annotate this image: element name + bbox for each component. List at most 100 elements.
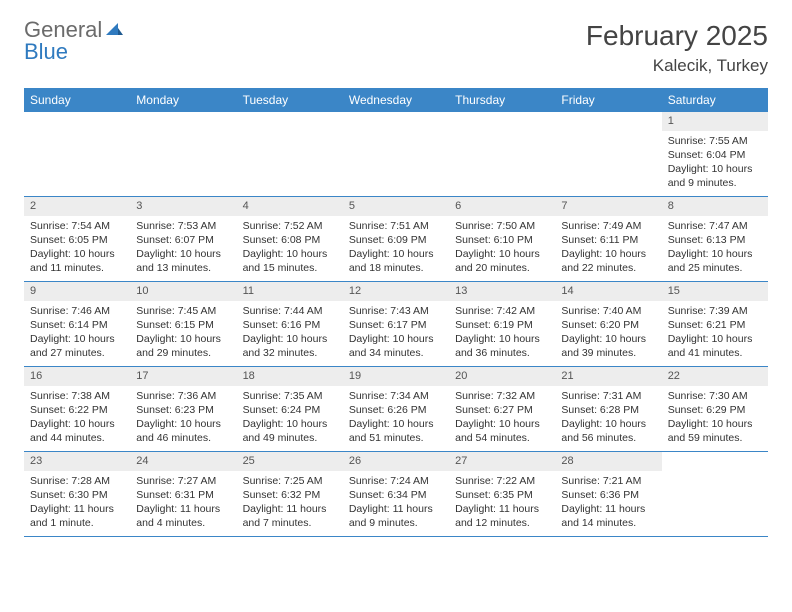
day-number: 10	[130, 282, 236, 301]
daylight-text: Daylight: 10 hours and 32 minutes.	[243, 332, 337, 360]
sunset-text: Sunset: 6:13 PM	[668, 233, 762, 247]
day-content: Sunrise: 7:51 AMSunset: 6:09 PMDaylight:…	[343, 216, 449, 281]
day-number: 1	[662, 112, 768, 131]
sunrise-text: Sunrise: 7:39 AM	[668, 304, 762, 318]
sunrise-text: Sunrise: 7:44 AM	[243, 304, 337, 318]
daylight-text: Daylight: 10 hours and 11 minutes.	[30, 247, 124, 275]
sunrise-text: Sunrise: 7:22 AM	[455, 474, 549, 488]
calendar-empty-cell	[555, 112, 661, 196]
sunset-text: Sunset: 6:29 PM	[668, 403, 762, 417]
sunrise-text: Sunrise: 7:50 AM	[455, 219, 549, 233]
sunrise-text: Sunrise: 7:45 AM	[136, 304, 230, 318]
calendar-day-cell: 16Sunrise: 7:38 AMSunset: 6:22 PMDayligh…	[24, 367, 130, 451]
sunrise-text: Sunrise: 7:49 AM	[561, 219, 655, 233]
calendar-day-cell: 26Sunrise: 7:24 AMSunset: 6:34 PMDayligh…	[343, 452, 449, 536]
day-number: 19	[343, 367, 449, 386]
day-content: Sunrise: 7:32 AMSunset: 6:27 PMDaylight:…	[449, 386, 555, 451]
weekday-header: Friday	[555, 88, 661, 112]
daylight-text: Daylight: 10 hours and 51 minutes.	[349, 417, 443, 445]
sunrise-text: Sunrise: 7:42 AM	[455, 304, 549, 318]
day-number: 14	[555, 282, 661, 301]
day-content: Sunrise: 7:28 AMSunset: 6:30 PMDaylight:…	[24, 471, 130, 536]
calendar-day-cell: 27Sunrise: 7:22 AMSunset: 6:35 PMDayligh…	[449, 452, 555, 536]
daylight-text: Daylight: 10 hours and 15 minutes.	[243, 247, 337, 275]
daylight-text: Daylight: 10 hours and 54 minutes.	[455, 417, 549, 445]
daylight-text: Daylight: 10 hours and 41 minutes.	[668, 332, 762, 360]
calendar-day-cell: 12Sunrise: 7:43 AMSunset: 6:17 PMDayligh…	[343, 282, 449, 366]
calendar-day-cell: 20Sunrise: 7:32 AMSunset: 6:27 PMDayligh…	[449, 367, 555, 451]
sunrise-text: Sunrise: 7:30 AM	[668, 389, 762, 403]
day-content: Sunrise: 7:27 AMSunset: 6:31 PMDaylight:…	[130, 471, 236, 536]
calendar-day-cell: 19Sunrise: 7:34 AMSunset: 6:26 PMDayligh…	[343, 367, 449, 451]
calendar-day-cell: 23Sunrise: 7:28 AMSunset: 6:30 PMDayligh…	[24, 452, 130, 536]
calendar-day-cell: 28Sunrise: 7:21 AMSunset: 6:36 PMDayligh…	[555, 452, 661, 536]
calendar-day-cell: 15Sunrise: 7:39 AMSunset: 6:21 PMDayligh…	[662, 282, 768, 366]
calendar-empty-cell	[662, 452, 768, 536]
day-content: Sunrise: 7:49 AMSunset: 6:11 PMDaylight:…	[555, 216, 661, 281]
month-title: February 2025	[586, 20, 768, 52]
day-number: 23	[24, 452, 130, 471]
day-number: 7	[555, 197, 661, 216]
daylight-text: Daylight: 10 hours and 59 minutes.	[668, 417, 762, 445]
sunset-text: Sunset: 6:30 PM	[30, 488, 124, 502]
calendar-day-cell: 8Sunrise: 7:47 AMSunset: 6:13 PMDaylight…	[662, 197, 768, 281]
calendar-empty-cell	[237, 112, 343, 196]
sunrise-text: Sunrise: 7:21 AM	[561, 474, 655, 488]
calendar-day-cell: 17 Sunrise: 7:36 AMSunset: 6:23 PMDayligh…	[130, 367, 236, 451]
day-number: 26	[343, 452, 449, 471]
sunrise-text: Sunrise: 7:36 AM	[136, 389, 230, 403]
day-content: Sunrise: 7:52 AMSunset: 6:08 PMDaylight:…	[237, 216, 343, 281]
daylight-text: Daylight: 10 hours and 22 minutes.	[561, 247, 655, 275]
sunset-text: Sunset: 6:08 PM	[243, 233, 337, 247]
sunset-text: Sunset: 6:28 PM	[561, 403, 655, 417]
weekday-header: Monday	[130, 88, 236, 112]
sunset-text: Sunset: 6:17 PM	[349, 318, 443, 332]
calendar-day-cell: 18Sunrise: 7:35 AMSunset: 6:24 PMDayligh…	[237, 367, 343, 451]
weekday-header: Saturday	[662, 88, 768, 112]
daylight-text: Daylight: 10 hours and 27 minutes.	[30, 332, 124, 360]
calendar-week-row: 16Sunrise: 7:38 AMSunset: 6:22 PMDayligh…	[24, 367, 768, 452]
calendar-week-row: 1Sunrise: 7:55 AMSunset: 6:04 PMDaylight…	[24, 112, 768, 197]
calendar-day-cell: 1Sunrise: 7:55 AMSunset: 6:04 PMDaylight…	[662, 112, 768, 196]
sunrise-text: Sunrise: 7:25 AM	[243, 474, 337, 488]
day-number: 17	[130, 367, 236, 386]
calendar-day-cell: 4Sunrise: 7:52 AMSunset: 6:08 PMDaylight…	[237, 197, 343, 281]
sunrise-text: Sunrise: 7:55 AM	[668, 134, 762, 148]
sunset-text: Sunset: 6:21 PM	[668, 318, 762, 332]
calendar-day-cell: 10Sunrise: 7:45 AMSunset: 6:15 PMDayligh…	[130, 282, 236, 366]
day-number: 8	[662, 197, 768, 216]
daylight-text: Daylight: 10 hours and 49 minutes.	[243, 417, 337, 445]
calendar-day-cell: 9Sunrise: 7:46 AMSunset: 6:14 PMDaylight…	[24, 282, 130, 366]
sunset-text: Sunset: 6:35 PM	[455, 488, 549, 502]
sunrise-text: Sunrise: 7:32 AM	[455, 389, 549, 403]
day-content: Sunrise: 7:42 AMSunset: 6:19 PMDaylight:…	[449, 301, 555, 366]
day-content: Sunrise: 7:46 AMSunset: 6:14 PMDaylight:…	[24, 301, 130, 366]
daylight-text: Daylight: 10 hours and 46 minutes.	[136, 417, 230, 445]
brand-word2: Blue	[24, 39, 68, 64]
weekday-header: Tuesday	[237, 88, 343, 112]
location-label: Kalecik, Turkey	[586, 56, 768, 76]
day-content: Sunrise: 7:50 AMSunset: 6:10 PMDaylight:…	[449, 216, 555, 281]
sunrise-text: Sunrise: 7:28 AM	[30, 474, 124, 488]
sunset-text: Sunset: 6:23 PM	[136, 403, 230, 417]
daylight-text: Daylight: 10 hours and 9 minutes.	[668, 162, 762, 190]
day-number: 21	[555, 367, 661, 386]
sunset-text: Sunset: 6:16 PM	[243, 318, 337, 332]
calendar-day-cell: 21Sunrise: 7:31 AMSunset: 6:28 PMDayligh…	[555, 367, 661, 451]
day-content: Sunrise: 7:31 AMSunset: 6:28 PMDaylight:…	[555, 386, 661, 451]
sunset-text: Sunset: 6:22 PM	[30, 403, 124, 417]
day-content: Sunrise: 7:55 AMSunset: 6:04 PMDaylight:…	[662, 131, 768, 196]
day-number: 28	[555, 452, 661, 471]
calendar-day-cell: 24Sunrise: 7:27 AMSunset: 6:31 PMDayligh…	[130, 452, 236, 536]
daylight-text: Daylight: 10 hours and 36 minutes.	[455, 332, 549, 360]
brand-logo: General Blue	[24, 20, 124, 64]
calendar-day-cell: 2Sunrise: 7:54 AMSunset: 6:05 PMDaylight…	[24, 197, 130, 281]
calendar-empty-cell	[449, 112, 555, 196]
sunset-text: Sunset: 6:32 PM	[243, 488, 337, 502]
sunset-text: Sunset: 6:14 PM	[30, 318, 124, 332]
sunset-text: Sunset: 6:34 PM	[349, 488, 443, 502]
sunset-text: Sunset: 6:11 PM	[561, 233, 655, 247]
calendar-week-row: 2Sunrise: 7:54 AMSunset: 6:05 PMDaylight…	[24, 197, 768, 282]
calendar-empty-cell	[24, 112, 130, 196]
title-block: February 2025 Kalecik, Turkey	[586, 20, 768, 76]
